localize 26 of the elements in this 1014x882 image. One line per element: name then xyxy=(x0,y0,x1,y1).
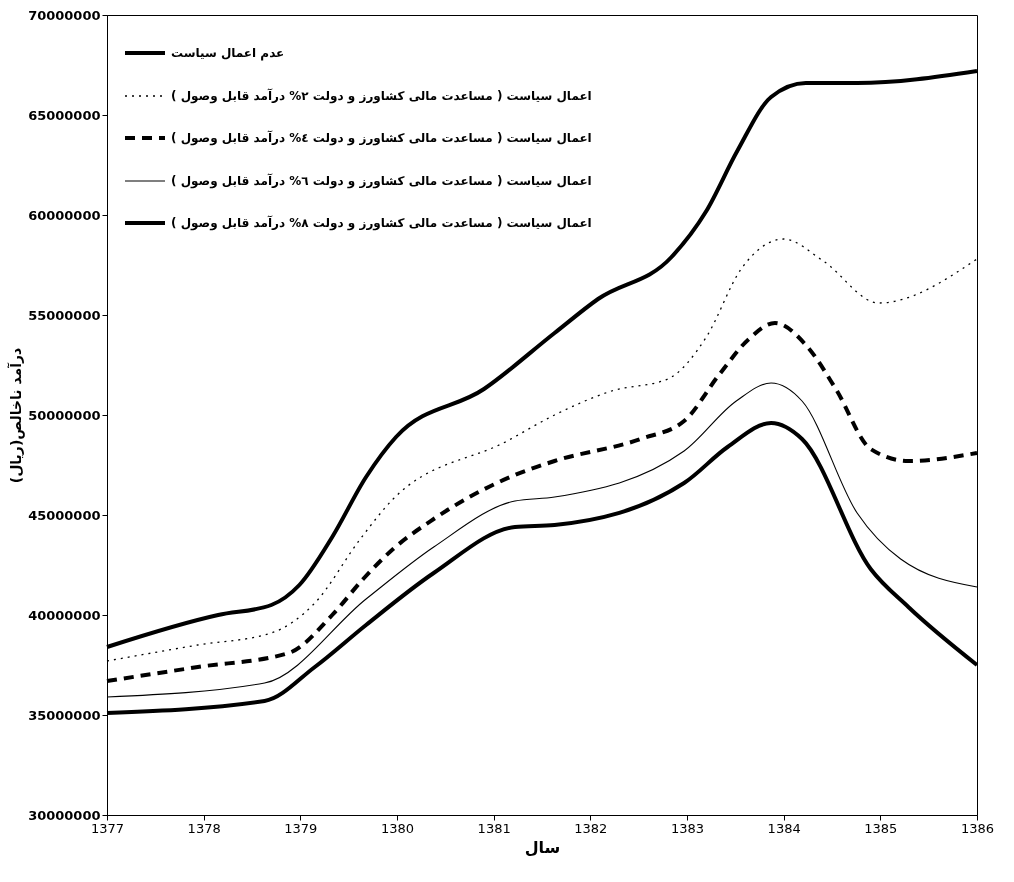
y-tick-label: 35000000 xyxy=(28,707,101,723)
y-tick-label: 70000000 xyxy=(28,7,101,23)
y-tick-label: 65000000 xyxy=(28,107,101,123)
y-tick-label: 40000000 xyxy=(28,607,101,623)
x-tick-label: 1379 xyxy=(284,820,318,836)
legend-label: اعمال سیاست ( مساعدت مالی کشاورز و دولت ٤% درآمد قابل وصول ) xyxy=(171,130,592,146)
legend-label: اعمال سیاست ( مساعدت مالی کشاورز و دولت ٢% درآمد قابل وصول ) xyxy=(171,88,592,104)
y-axis-title: درآمد ناخالص(ریال) xyxy=(7,347,26,484)
x-tick-label: 1377 xyxy=(90,820,125,836)
x-tick-label: 1386 xyxy=(960,820,995,836)
x-tick-label: 1385 xyxy=(864,820,898,836)
x-tick-label: 1382 xyxy=(574,820,608,836)
x-tick-label: 1381 xyxy=(477,820,511,836)
x-tick-label: 1378 xyxy=(187,820,221,836)
x-tick-label: 1383 xyxy=(670,820,705,836)
legend-label: اعمال سیاست ( مساعدت مالی کشاورز و دولت ٦% درآمد قابل وصول ) xyxy=(171,173,592,189)
y-tick-label: 50000000 xyxy=(28,407,101,423)
x-tick-label: 1384 xyxy=(767,820,801,836)
y-tick-label: 30000000 xyxy=(28,807,101,823)
x-axis-title: سال xyxy=(524,837,561,857)
x-tick-label: 1380 xyxy=(380,820,415,836)
y-tick-label: 60000000 xyxy=(28,207,101,223)
y-tick-label: 55000000 xyxy=(28,307,101,323)
y-tick-label: 45000000 xyxy=(28,507,101,523)
legend-label: اعمال سیاست ( مساعدت مالی کشاورز و دولت ٨% درآمد قابل وصول ) xyxy=(171,215,592,231)
legend-label: عدم اعمال سیاست xyxy=(171,46,285,61)
